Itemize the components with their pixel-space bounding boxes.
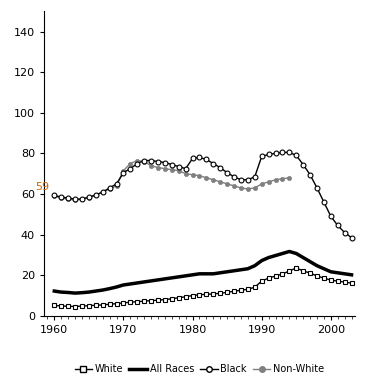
Text: 59: 59 (36, 182, 49, 192)
Legend: White, All Races, Black, Non-White: White, All Races, Black, Non-White (71, 360, 328, 376)
